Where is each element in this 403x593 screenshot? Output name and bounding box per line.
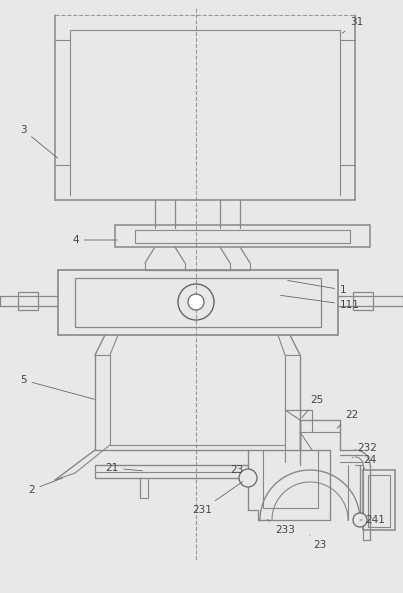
Bar <box>363 470 395 530</box>
Text: 241: 241 <box>360 515 385 525</box>
Bar <box>135 230 350 243</box>
Text: 2: 2 <box>28 478 62 495</box>
Text: 31: 31 <box>342 17 363 33</box>
Text: 25: 25 <box>302 395 323 418</box>
Text: 232: 232 <box>352 443 377 458</box>
Text: 1: 1 <box>288 280 347 295</box>
Bar <box>115 225 370 247</box>
Text: 231: 231 <box>192 482 243 515</box>
Bar <box>353 292 373 310</box>
Text: 5: 5 <box>20 375 94 399</box>
Text: 3: 3 <box>20 125 58 158</box>
Text: 4: 4 <box>72 235 117 245</box>
Text: 23: 23 <box>310 535 326 550</box>
Circle shape <box>188 294 204 310</box>
Bar <box>75 278 321 327</box>
Text: 24: 24 <box>363 455 376 470</box>
Bar <box>58 270 338 335</box>
Circle shape <box>353 513 367 527</box>
Text: 23: 23 <box>230 465 243 475</box>
Bar <box>368 475 390 527</box>
Text: 111: 111 <box>281 295 360 310</box>
Text: 233: 233 <box>267 519 295 535</box>
Bar <box>18 292 38 310</box>
Circle shape <box>239 469 257 487</box>
Text: 22: 22 <box>337 410 358 428</box>
Text: 21: 21 <box>105 463 142 473</box>
